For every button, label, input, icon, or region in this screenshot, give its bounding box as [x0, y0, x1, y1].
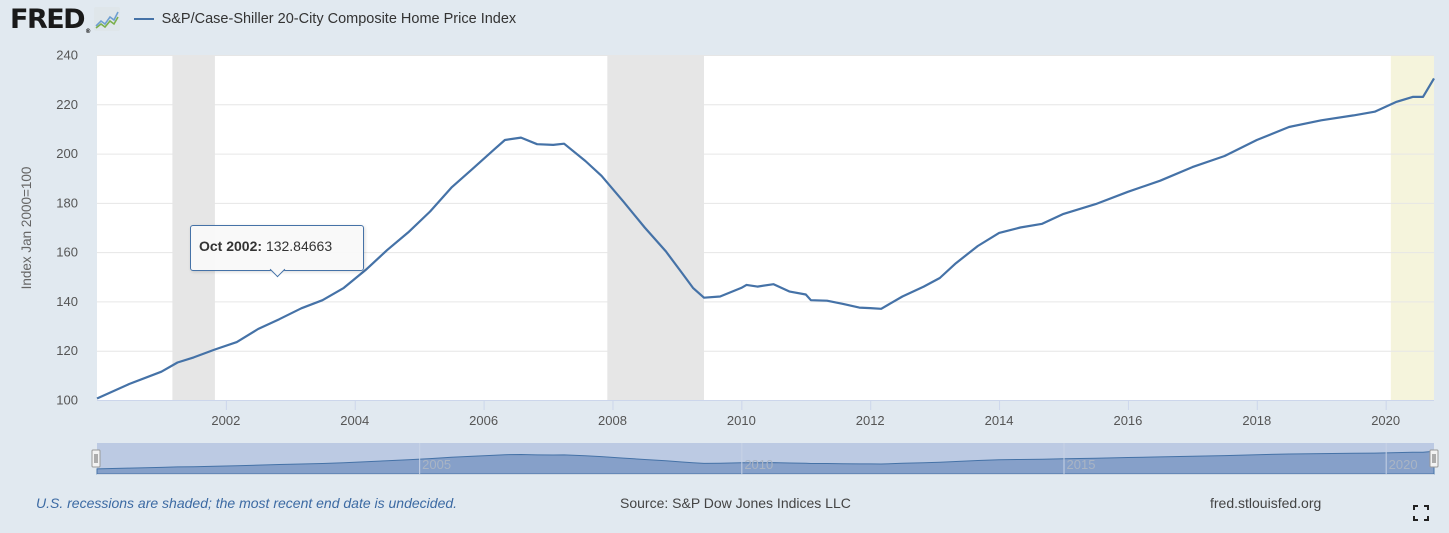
- x-tick-label: 2018: [1242, 413, 1271, 428]
- recession-band: [1390, 55, 1434, 400]
- navigator-label: 2020: [1389, 457, 1418, 472]
- logo-registered-mark: ®: [85, 27, 91, 35]
- site-link[interactable]: fred.stlouisfed.org: [1210, 495, 1322, 511]
- y-tick-label: 240: [56, 48, 78, 63]
- data-tooltip: Oct 2002: 132.84663: [190, 225, 364, 278]
- x-tick-label: 2016: [1113, 413, 1142, 428]
- x-tick-label: 2014: [985, 413, 1014, 428]
- recession-band: [607, 55, 704, 400]
- fullscreen-icon[interactable]: [1413, 505, 1429, 521]
- x-tick-label: 2006: [469, 413, 498, 428]
- y-axis-title: Index Jan 2000=100: [19, 167, 34, 290]
- y-tick-label: 180: [56, 195, 78, 210]
- legend-series-swatch: [133, 18, 154, 20]
- navigator-label: 2005: [422, 457, 451, 472]
- navigator-labels: 2005 2010 2015 2020: [419, 443, 1418, 474]
- tooltip-value: 132.84663: [265, 238, 333, 254]
- y-axis-ticks: 100 120 140 160 180 200 220 240: [56, 48, 78, 408]
- x-tick-label: 2010: [727, 413, 756, 428]
- recession-note: U.S. recessions are shaded; the most rec…: [36, 495, 458, 511]
- navigator-handle-left[interactable]: [91, 449, 101, 468]
- y-tick-label: 140: [56, 294, 78, 309]
- navigator-label: 2010: [744, 457, 773, 472]
- navigator[interactable]: 2005 2010 2015 2020: [91, 443, 1439, 475]
- fred-graph-icon: [93, 7, 120, 31]
- navigator-label: 2015: [1067, 457, 1096, 472]
- y-tick-label: 120: [56, 343, 78, 358]
- chart-header: FRED® S&P/Case-Shiller 20-City Composite…: [10, 3, 517, 35]
- legend-series-label[interactable]: S&P/Case-Shiller 20-City Composite Home …: [161, 11, 517, 27]
- x-tick-label: 2004: [340, 413, 369, 428]
- y-tick-label: 200: [56, 146, 78, 161]
- x-tick-label: 2002: [211, 413, 240, 428]
- tooltip-date: Oct 2002:: [199, 238, 263, 254]
- source-credit[interactable]: Source: S&P Dow Jones Indices LLC: [620, 495, 851, 511]
- y-tick-label: 160: [56, 245, 78, 260]
- navigator-handle-right[interactable]: [1429, 449, 1439, 468]
- navigator-area: [96, 450, 1435, 475]
- series-line[interactable]: [96, 77, 1435, 400]
- x-tick-label: 2012: [856, 413, 885, 428]
- y-tick-label: 220: [56, 97, 78, 112]
- fred-logo[interactable]: FRED®: [10, 3, 91, 35]
- logo-text: FRED: [10, 3, 86, 35]
- y-tick-label: 100: [56, 393, 78, 408]
- x-tick-label: 2020: [1371, 413, 1400, 428]
- tooltip-text: Oct 2002: 132.84663: [199, 238, 332, 254]
- x-axis-ticks: 2002 2004 2006 2008 2010 2012 2014 2016 2018 2020: [211, 400, 1400, 428]
- x-tick-label: 2008: [598, 413, 627, 428]
